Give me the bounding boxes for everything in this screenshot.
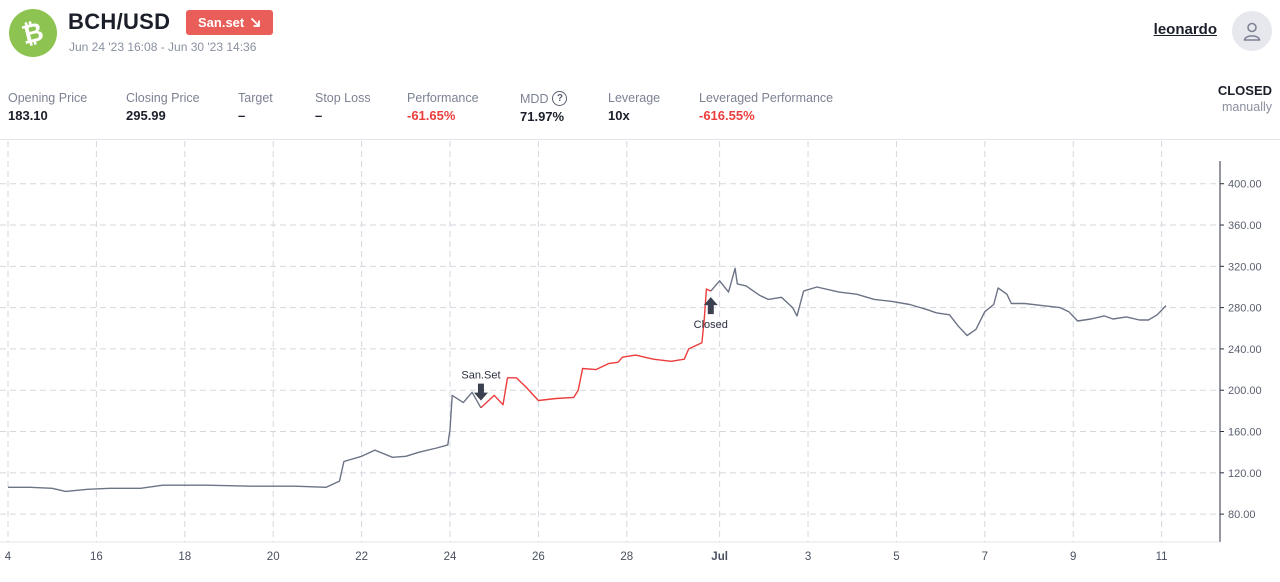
status-subtitle: manually — [1221, 100, 1272, 114]
x-tick-label: 9 — [1070, 551, 1076, 563]
x-tick-label: 16 — [90, 551, 103, 563]
down-arrow-icon — [473, 383, 488, 401]
stat-value: – — [238, 108, 246, 123]
trade-header: ₿ BCH/USD San.set Jun 24 '23 16:08 - Jun… — [0, 0, 1280, 82]
x-tick-label: 7 — [982, 551, 988, 563]
stat-value: -61.65% — [407, 108, 456, 123]
y-tick-label: 400.00 — [1228, 179, 1262, 191]
y-tick-label: 120.00 — [1228, 468, 1262, 480]
username-link[interactable]: leonardo — [1153, 21, 1217, 38]
y-tick-label: 160.00 — [1228, 427, 1262, 439]
stat-label: Leverage — [608, 91, 661, 105]
x-tick-label: 4 — [5, 551, 12, 563]
x-tick-label: 3 — [805, 551, 811, 563]
y-tick-label: 200.00 — [1228, 385, 1262, 397]
x-tick-label: Jul — [711, 551, 728, 563]
stat-target: Target – — [238, 91, 273, 123]
stat-value: – — [315, 108, 323, 123]
stat-label: Stop Loss — [315, 91, 371, 105]
x-tick-label: 28 — [620, 551, 633, 563]
price-chart[interactable]: 400.00 360.00 320.00 280.00 240.00 200.00 160.… — [0, 141, 1280, 577]
badge-label: San.set — [198, 15, 245, 30]
stat-value: 295.99 — [126, 108, 166, 123]
up-arrow-icon — [703, 297, 718, 315]
stat-label: Leveraged Performance — [699, 91, 834, 105]
bitcoin-cash-logo-icon: ₿ — [9, 9, 57, 57]
pair-title: BCH/USD — [68, 9, 171, 34]
stat-mdd: MDD ? 71.97% — [520, 91, 568, 124]
stat-leveraged-performance: Leveraged Performance -616.55% — [699, 91, 833, 123]
signal-badge: San.set — [186, 10, 274, 35]
stat-label: Performance — [407, 91, 479, 105]
stat-performance: Performance -61.65% — [407, 91, 479, 123]
help-icon[interactable]: ? — [552, 91, 568, 106]
stat-value: 183.10 — [8, 108, 48, 123]
stat-closing-price: Closing Price 295.99 — [126, 91, 200, 123]
price-line-after — [710, 267, 1167, 337]
x-tick-label: 20 — [267, 551, 280, 563]
stat-leverage: Leverage 10x — [608, 91, 660, 123]
x-tick-label: 18 — [178, 551, 191, 563]
arrow-down-right-icon — [251, 17, 261, 27]
marker-label: Closed — [694, 319, 728, 331]
y-tick-label: 280.00 — [1228, 303, 1262, 315]
x-tick-label: 11 — [1156, 551, 1168, 563]
x-tick-label: 26 — [532, 551, 545, 563]
stat-label-row: MDD ? — [520, 91, 568, 106]
y-tick-label: 320.00 — [1228, 261, 1262, 273]
user-icon — [1243, 22, 1261, 41]
stat-value: 10x — [608, 108, 630, 123]
stat-stop-loss: Stop Loss – — [315, 91, 371, 123]
stats-bar: Opening Price 183.10 Closing Price 295.9… — [0, 82, 1280, 140]
stat-label: Opening Price — [8, 91, 88, 105]
x-tick-label: 5 — [893, 551, 899, 563]
price-line-trade — [480, 288, 712, 409]
coin-symbol: ₿ — [19, 16, 48, 51]
marker-label: San.Set — [461, 370, 500, 382]
price-line-before — [8, 391, 482, 493]
stat-value: -616.55% — [699, 108, 755, 123]
trade-status: CLOSED manually — [1218, 83, 1272, 114]
y-tick-label: 240.00 — [1228, 344, 1262, 356]
stat-value: 71.97% — [520, 109, 565, 124]
date-range: Jun 24 '23 16:08 - Jun 30 '23 14:36 — [69, 40, 257, 54]
x-tick-label: 24 — [444, 551, 457, 563]
stat-label: Closing Price — [126, 91, 200, 105]
x-tick-label: 22 — [355, 551, 368, 563]
stat-opening-price: Opening Price 183.10 — [8, 91, 87, 123]
status-title: CLOSED — [1217, 83, 1272, 98]
stat-label: MDD — [520, 91, 549, 106]
price-chart-svg[interactable]: 400.00 360.00 320.00 280.00 240.00 200.00 160.… — [0, 141, 1280, 577]
y-tick-label: 80.00 — [1228, 509, 1256, 521]
stat-label: Target — [238, 91, 273, 105]
avatar[interactable] — [1232, 11, 1272, 51]
y-tick-label: 360.00 — [1228, 220, 1262, 232]
